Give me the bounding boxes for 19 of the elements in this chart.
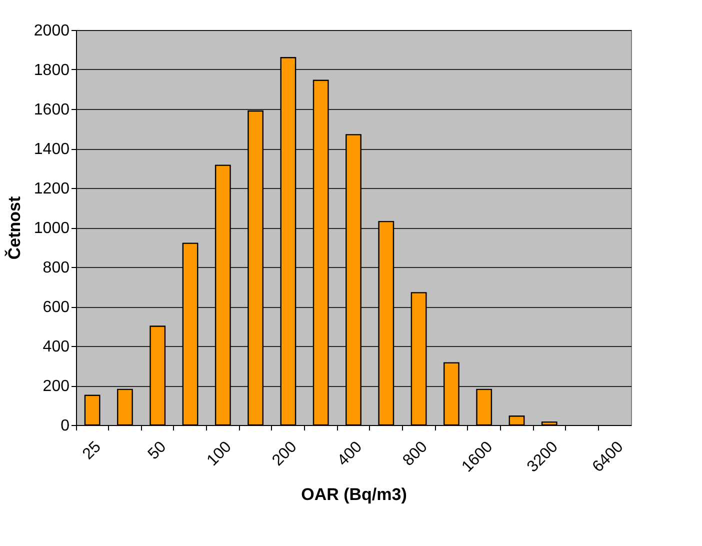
y-tick-label: 400 [42,338,70,356]
y-tick-label: 2000 [34,22,70,40]
x-tick-label: 50 [145,438,170,464]
y-tick-label: 1200 [34,180,70,198]
y-tick-label: 0 [60,418,70,434]
x-tick-label: 400 [334,438,366,470]
y-tick-label: 1800 [34,62,70,79]
x-tick-label: 25 [80,438,104,464]
y-tick-label: 600 [42,299,70,316]
y-tick-label: 200 [42,378,70,395]
y-tick-label: 800 [42,260,70,276]
x-axis-title: OAR (Bq/m3) [301,484,407,504]
x-tick-label: 100 [204,438,235,470]
x-tick-label: 200 [269,438,300,470]
y-tick-label: 1400 [34,141,70,158]
y-tick-label: 1000 [34,220,70,237]
x-tick-label: 800 [400,438,431,470]
y-axis-title: Četnost [4,196,24,260]
y-tick-label: 1600 [34,102,70,118]
